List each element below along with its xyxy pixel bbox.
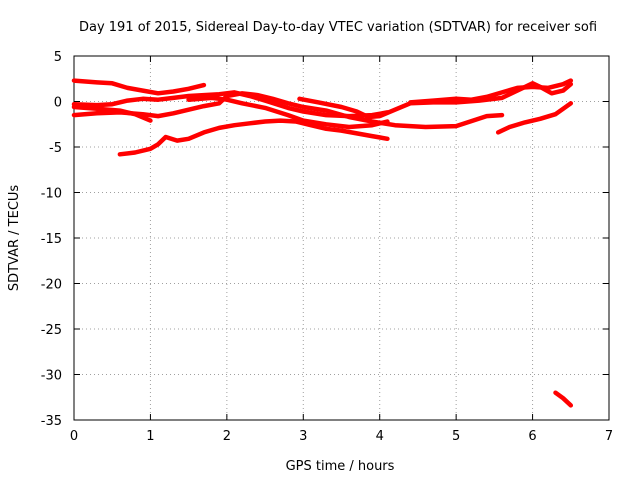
x-tick-label: 6 [528, 429, 536, 444]
x-axis: 0 1 2 3 4 5 6 7 [70, 56, 613, 444]
x-tick-label: 3 [299, 429, 307, 444]
x-tick-label: 5 [452, 429, 460, 444]
x-axis-label: GPS time / hours [286, 459, 395, 474]
y-tick-label: 0 [54, 96, 62, 111]
y-tick-label: -35 [41, 414, 62, 429]
series-arc-8 [408, 78, 574, 105]
series-arc-6 [186, 95, 390, 130]
x-tick-label: 7 [605, 429, 613, 444]
series-arc-2 [71, 90, 390, 119]
series-arc-1 [71, 78, 207, 96]
y-axis: 5 0 -5 -10 -15 -20 -25 -30 -35 [41, 50, 609, 429]
y-axis-label: SDTVAR / TECUs [7, 185, 22, 292]
series-arc-10 [553, 390, 574, 408]
series-arc-5 [117, 118, 390, 157]
chart-title: Day 191 of 2015, Sidereal Day-to-day VTE… [79, 20, 597, 35]
x-tick-label: 2 [223, 429, 231, 444]
y-tick-label: 5 [54, 50, 62, 65]
y-tick-label: -25 [41, 323, 62, 338]
y-tick-label: -5 [49, 141, 62, 156]
x-tick-label: 1 [146, 429, 154, 444]
x-tick-label: 0 [70, 429, 78, 444]
x-tick-label: 4 [376, 429, 384, 444]
series-arc-4 [71, 104, 153, 123]
series-arc-3 [71, 91, 505, 130]
data-series [71, 78, 574, 408]
y-tick-label: -30 [41, 369, 62, 384]
grid-lines [74, 56, 609, 420]
y-tick-label: -15 [41, 232, 62, 247]
y-tick-label: -20 [41, 278, 62, 293]
y-tick-label: -10 [41, 187, 62, 202]
series-arc-9 [495, 101, 574, 135]
